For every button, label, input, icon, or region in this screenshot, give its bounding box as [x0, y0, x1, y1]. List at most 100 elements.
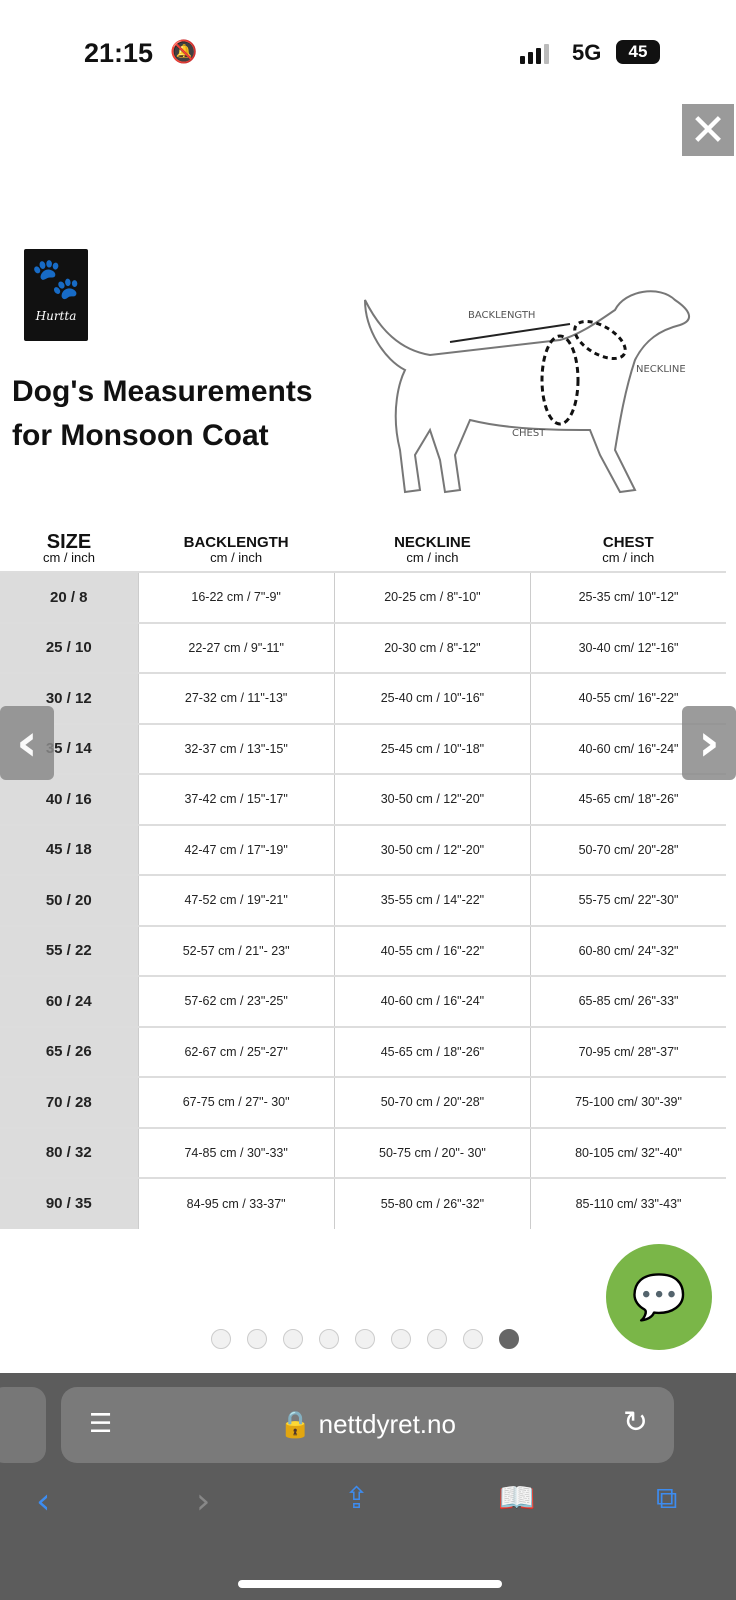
backlength-cell: 47-52 cm / 19"-21" [137, 874, 335, 926]
url-text: nettdyret.no [318, 1409, 456, 1439]
chest-cell: 25-35 cm/ 10"-12" [530, 571, 726, 623]
carousel-dot[interactable] [319, 1329, 339, 1349]
neckline-cell: 40-60 cm / 16"-24" [333, 975, 531, 1027]
table-row: 35 / 14 32-37 cm / 13"-15" 25-45 cm / 10"-… [0, 722, 726, 774]
table-row: 80 / 32 74-85 cm / 30"-33" 50-75 cm / 20"-… [0, 1126, 726, 1178]
table-row: 30 / 12 27-32 cm / 11"-13" 25-40 cm / 10"-… [0, 672, 726, 724]
neckline-cell: 55-80 cm / 26"-32" [333, 1177, 531, 1229]
neckline-cell: 20-25 cm / 8"-10" [333, 571, 531, 623]
size-cell: 70 / 28 [0, 1076, 138, 1128]
backlength-cell: 22-27 cm / 9"-11" [137, 621, 335, 673]
reader-icon[interactable]: ☰ [89, 1409, 113, 1439]
hurtta-logo: 🐾 Hurtta [24, 249, 88, 341]
table-row: 20 / 8 16-22 cm / 7"-9" 20-25 cm / 8"-10" 2… [0, 571, 726, 623]
close-button[interactable]: ✕ [682, 104, 734, 156]
chest-cell: 55-75 cm/ 22"-30" [530, 874, 726, 926]
backlength-cell: 42-47 cm / 17"-19" [137, 823, 335, 875]
backlength-cell: 27-32 cm / 11"-13" [137, 672, 335, 724]
dog-diagram: BACKLENGTH NECKLINE CHEST [364, 290, 690, 494]
chest-cell: 60-80 cm/ 24"-32" [530, 924, 726, 976]
reload-icon[interactable]: ↻ [622, 1405, 648, 1440]
tabs-icon[interactable]: ⧉ [656, 1481, 678, 1516]
status-bar: 21:15 🔕 5G 45 [0, 0, 736, 100]
table-row: 90 / 35 84-95 cm / 33-37" 55-80 cm / 26"-3… [0, 1177, 726, 1229]
carousel-dot[interactable] [499, 1329, 519, 1349]
image-title: Dog's Measurements for Monsoon Coat [12, 370, 313, 458]
carousel-dot[interactable] [427, 1329, 447, 1349]
battery-icon: 45 [616, 40, 660, 64]
size-cell: 50 / 20 [0, 874, 138, 926]
table-header: SIZE cm / inch BACKLENGTH cm / inch NECKLI… [0, 528, 726, 572]
chest-label: CHEST [512, 428, 546, 439]
backlength-cell: 57-62 cm / 23"-25" [137, 975, 335, 1027]
table-row: 50 / 20 47-52 cm / 19"-21" 35-55 cm / 14"-… [0, 874, 726, 926]
table-row: 25 / 10 22-27 cm / 9"-11" 20-30 cm / 8"-12… [0, 621, 726, 673]
header-chest: CHEST cm / inch [602, 534, 655, 565]
chest-cell: 80-105 cm/ 32"-40" [530, 1126, 726, 1178]
title-line-2: for Monsoon Coat [12, 419, 269, 452]
next-image-button[interactable]: › [682, 706, 736, 780]
backlength-cell: 32-37 cm / 13"-15" [137, 722, 335, 774]
carousel-dot[interactable] [283, 1329, 303, 1349]
browser-toolbar: ‹ › ⇪ 📖 ⧉ [0, 1481, 736, 1541]
backlength-cell: 37-42 cm / 15"-17" [137, 773, 335, 825]
table-row: 60 / 24 57-62 cm / 23"-25" 40-60 cm / 16"-… [0, 975, 726, 1027]
neckline-cell: 40-55 cm / 16"-22" [333, 924, 531, 976]
neckline-cell: 50-70 cm / 20"-28" [333, 1076, 531, 1128]
dog-outline [364, 290, 690, 494]
size-cell: 45 / 18 [0, 823, 138, 875]
table-row: 40 / 16 37-42 cm / 15"-17" 30-50 cm / 12"-… [0, 773, 726, 825]
size-cell: 40 / 16 [0, 773, 138, 825]
address-bar[interactable]: ☰ 🔒 nettdyret.no ↻ [61, 1387, 674, 1463]
table-row: 55 / 22 52-57 cm / 21"- 23" 40-55 cm / 16"… [0, 924, 726, 976]
neckline-cell: 20-30 cm / 8"-12" [333, 621, 531, 673]
signal-icon [520, 44, 549, 64]
backlength-cell: 62-67 cm / 25"-27" [137, 1025, 335, 1077]
neckline-cell: 45-65 cm / 18"-26" [333, 1025, 531, 1077]
lock-icon: 🔒 [279, 1409, 312, 1439]
silent-bell-icon: 🔕 [170, 40, 198, 65]
carousel-dots [211, 1329, 519, 1349]
carousel-dot[interactable] [211, 1329, 231, 1349]
backlength-cell: 67-75 cm / 27"- 30" [137, 1076, 335, 1128]
size-cell: 65 / 26 [0, 1025, 138, 1077]
header-size: SIZE cm / inch [42, 531, 95, 565]
neckline-cell: 25-40 cm / 10"-16" [333, 672, 531, 724]
share-icon[interactable]: ⇪ [344, 1481, 370, 1516]
chat-bubble-icon: 💬 [631, 1272, 687, 1323]
previous-tab-preview[interactable] [0, 1387, 46, 1463]
table-row: 65 / 26 62-67 cm / 25"-27" 45-65 cm / 18"-… [0, 1025, 726, 1077]
size-cell: 25 / 10 [0, 621, 138, 673]
chest-cell: 50-70 cm/ 20"-28" [530, 823, 726, 875]
chest-cell: 65-85 cm/ 26"-33" [530, 975, 726, 1027]
size-cell: 90 / 35 [0, 1177, 138, 1229]
bookmarks-icon[interactable]: 📖 [498, 1481, 536, 1516]
chest-cell: 85-110 cm/ 33"-43" [530, 1177, 726, 1229]
paw-icon: 🐾 [31, 256, 81, 302]
carousel-dot[interactable] [391, 1329, 411, 1349]
table-row: 45 / 18 42-47 cm / 17"-19" 30-50 cm / 12"-… [0, 823, 726, 875]
logo-text: Hurtta [35, 309, 77, 323]
previous-image-button[interactable]: ‹ [0, 706, 54, 780]
title-line-1: Dog's Measurements [12, 375, 313, 408]
network-type: 5G [572, 40, 602, 65]
backlength-cell: 84-95 cm / 33-37" [137, 1177, 335, 1229]
carousel-dot[interactable] [247, 1329, 267, 1349]
chest-cell: 45-65 cm/ 18"-26" [530, 773, 726, 825]
header-backlength: BACKLENGTH cm / inch [183, 534, 289, 565]
size-cell: 60 / 24 [0, 975, 138, 1027]
chest-cell: 75-100 cm/ 30"-39" [530, 1076, 726, 1128]
neckline-cell: 25-45 cm / 10"-18" [333, 722, 531, 774]
carousel-dot[interactable] [355, 1329, 375, 1349]
clock: 21:15 [84, 38, 154, 68]
chat-button[interactable]: 💬 [606, 1244, 712, 1350]
size-table: SIZE cm / inch BACKLENGTH cm / inch NECKLI… [0, 528, 726, 1229]
backlength-cell: 74-85 cm / 30"-33" [137, 1126, 335, 1178]
carousel-dot[interactable] [463, 1329, 483, 1349]
forward-icon[interactable]: › [196, 1481, 211, 1522]
header-neckline: NECKLINE cm / inch [394, 534, 471, 565]
neckline-cell: 50-75 cm / 20"- 30" [333, 1126, 531, 1178]
neckline-cell: 35-55 cm / 14"-22" [333, 874, 531, 926]
back-icon[interactable]: ‹ [36, 1481, 51, 1522]
backlength-label: BACKLENGTH [468, 310, 535, 321]
